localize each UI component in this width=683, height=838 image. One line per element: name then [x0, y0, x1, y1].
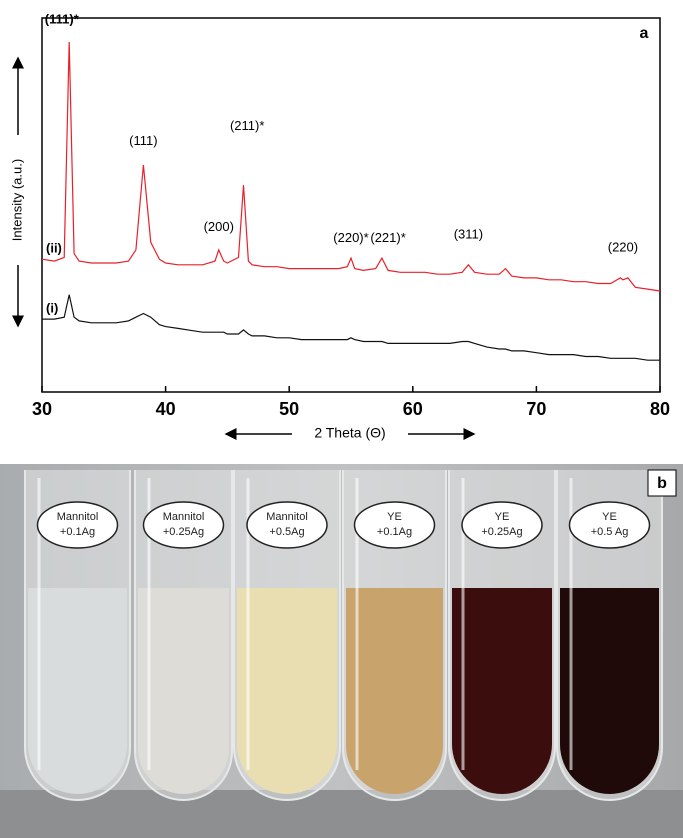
x-tick-label: 40	[156, 399, 176, 419]
tube-label: Mannitol	[163, 511, 205, 523]
x-axis-label: 2 Theta (Θ)	[314, 425, 385, 441]
x-tick-label: 30	[32, 399, 52, 419]
tube-liquid	[346, 588, 443, 794]
tube-label: Mannitol	[57, 511, 99, 523]
tube-label: +0.1Ag	[60, 526, 95, 538]
tube-liquid	[560, 588, 659, 795]
peak-label: (111)	[129, 133, 157, 148]
panel-label: b	[657, 475, 667, 492]
peak-label: (220)*	[333, 230, 368, 245]
tube-label: Mannitol	[266, 511, 308, 523]
tube-label: +0.1Ag	[377, 526, 412, 538]
tube-liquid	[138, 588, 229, 794]
peak-label: (111)*	[45, 11, 80, 26]
x-tick-label: 50	[279, 399, 299, 419]
peak-label: (200)	[204, 219, 234, 234]
series-line	[41, 41, 661, 292]
peak-label: (211)*	[230, 118, 264, 133]
tube-label: +0.25Ag	[163, 526, 204, 538]
peak-label: (311)	[454, 226, 483, 241]
panel-label-box	[647, 469, 677, 497]
tube-label: YE	[602, 511, 617, 523]
series-label: (ii)	[46, 241, 62, 256]
tube-label-bubble	[353, 501, 436, 549]
panel-label: a	[640, 25, 649, 42]
y-axis-label: Intensity (a.u.)	[9, 159, 24, 241]
series-label: (i)	[46, 301, 58, 316]
tube-label-bubble	[568, 501, 651, 549]
x-tick-label: 60	[403, 399, 423, 419]
tube-label-bubble	[36, 501, 119, 549]
tube-label-bubble	[246, 501, 328, 549]
tube-label: +0.5 Ag	[591, 526, 629, 538]
tube-label-bubble	[461, 501, 543, 549]
x-tick-label: 80	[650, 399, 670, 419]
tube-liquid	[237, 588, 337, 794]
tube-liquid	[452, 588, 552, 794]
tube-label: +0.5Ag	[269, 526, 304, 538]
photo-table	[0, 790, 683, 838]
series-line	[42, 294, 660, 361]
tube-liquid	[28, 588, 127, 795]
tube-label: YE	[495, 511, 510, 523]
plot-frame	[41, 17, 661, 393]
peak-label: (220)	[608, 239, 638, 254]
x-tick-label: 70	[526, 399, 546, 419]
tube-label: YE	[387, 511, 402, 523]
tube-label: +0.25Ag	[481, 526, 522, 538]
peak-label: (221)*	[370, 230, 405, 245]
tube-label-bubble	[142, 501, 225, 549]
